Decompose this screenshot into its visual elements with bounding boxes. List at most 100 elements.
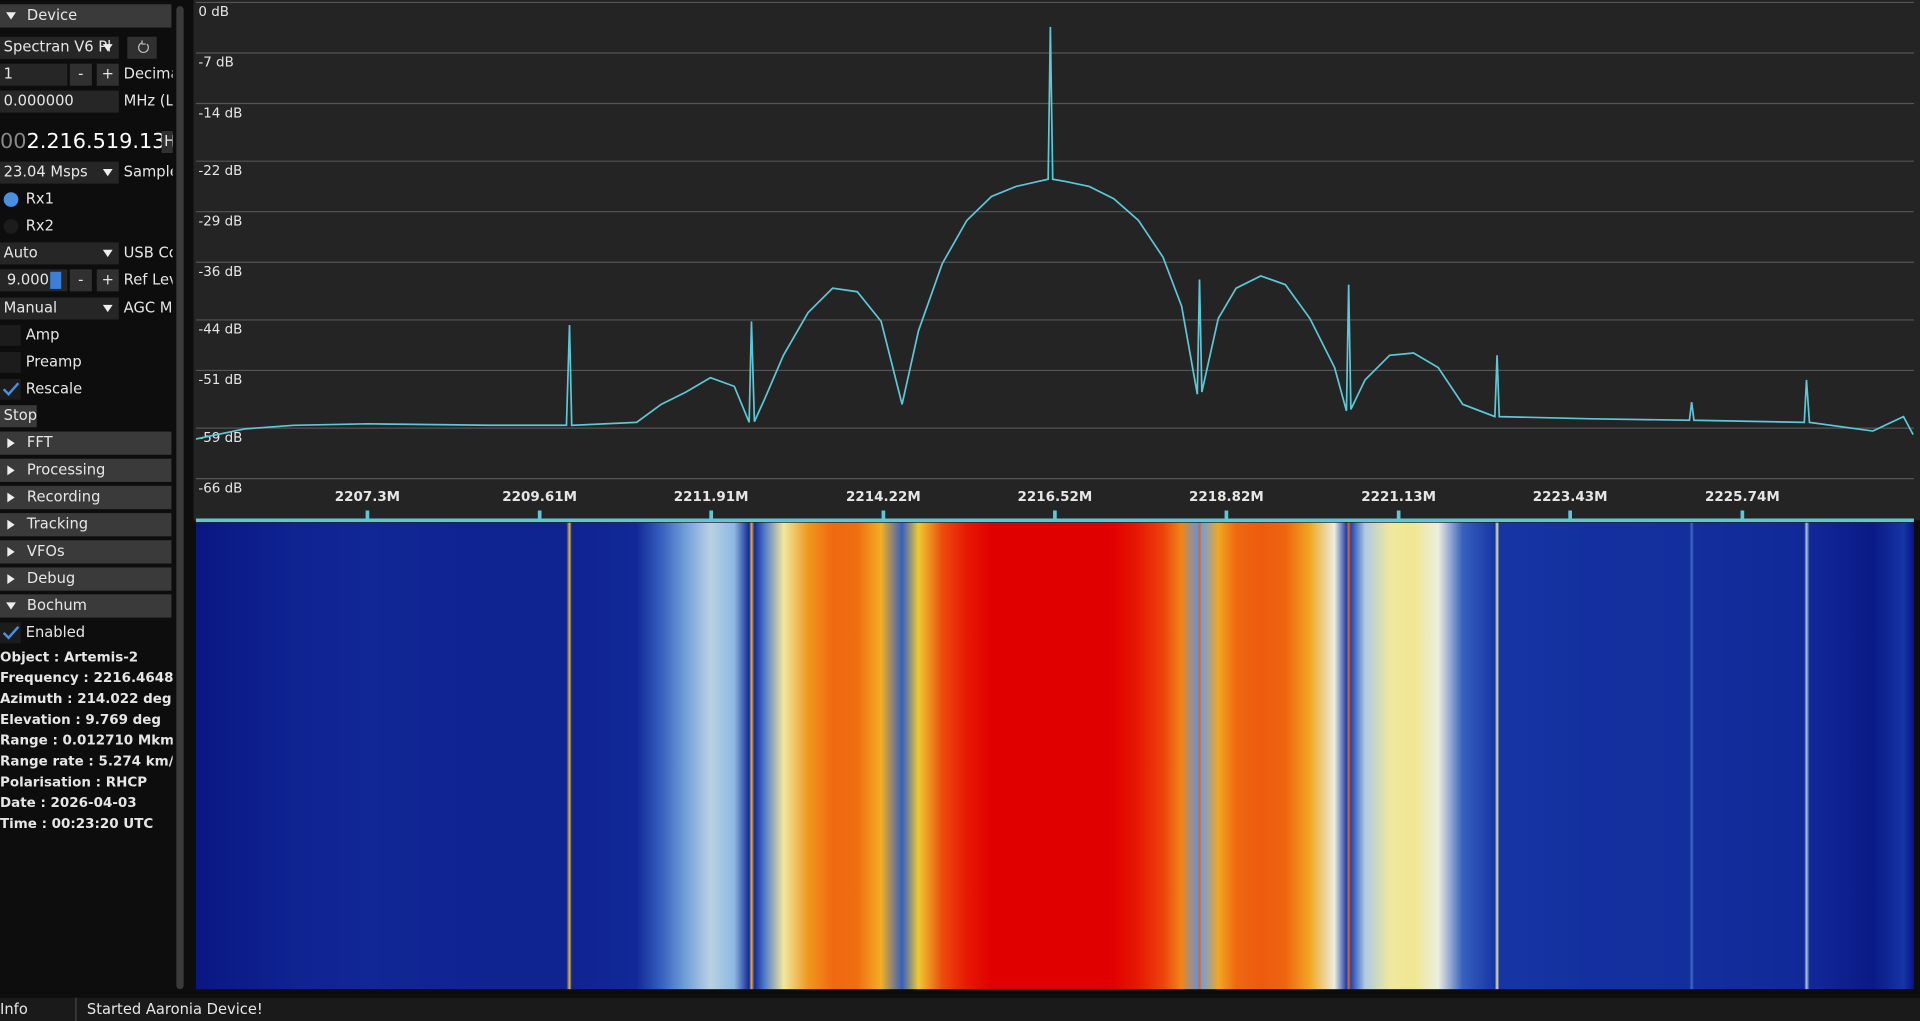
- x-tick-label: 2218.82M: [1189, 490, 1264, 505]
- status-label: Info: [0, 1001, 28, 1018]
- checkbox[interactable]: [0, 378, 21, 400]
- spectrum-trace: [195, 26, 1914, 440]
- section-title: Bochum: [27, 597, 87, 614]
- minus-button[interactable]: [69, 63, 92, 86]
- checkbox[interactable]: [0, 622, 21, 644]
- unit-label: H: [164, 133, 175, 150]
- tracking-info: Elevation : 9.769 deg: [0, 713, 161, 728]
- radio-label: Rx2: [26, 217, 54, 234]
- plus-button[interactable]: [96, 63, 119, 86]
- reset-button[interactable]: [127, 36, 157, 59]
- tracking-info: Frequency : 2216.464881 M: [0, 671, 210, 686]
- checkbox-label: Amp: [26, 326, 60, 343]
- radio[interactable]: [3, 219, 19, 234]
- triangle-icon: [102, 304, 113, 313]
- checkmark: [2, 382, 20, 396]
- radio[interactable]: [3, 192, 19, 207]
- tracking-info: Object : Artemis-2: [0, 650, 138, 665]
- checkbox[interactable]: [0, 351, 21, 373]
- input-value: 0.000000: [4, 93, 74, 110]
- dropdown-value: 23.04 Msps: [4, 164, 88, 181]
- dropdown[interactable]: [0, 36, 119, 59]
- button-label: -: [78, 271, 83, 288]
- dropdown[interactable]: [0, 297, 119, 320]
- stop-button[interactable]: [0, 405, 37, 428]
- section-title: FFT: [27, 434, 54, 451]
- triangle-icon: [7, 519, 15, 530]
- y-tick-label: -7 dB: [198, 56, 233, 71]
- triangle-icon: [6, 12, 16, 20]
- y-tick-label: -14 dB: [198, 106, 242, 121]
- section-header[interactable]: [0, 4, 172, 28]
- y-tick-label: -44 dB: [198, 323, 242, 338]
- x-tick-label: 2211.91M: [674, 490, 749, 505]
- field-label: Decima: [124, 66, 180, 83]
- checkbox-label: Preamp: [26, 353, 82, 370]
- section-title: Device: [27, 7, 77, 24]
- section-title: Tracking: [26, 516, 88, 533]
- tracking-info: Time : 00:23:20 UTC: [0, 817, 153, 832]
- dropdown-value: Manual: [4, 300, 57, 317]
- section-header[interactable]: [0, 431, 172, 455]
- x-tick-label: 2223.43M: [1533, 490, 1608, 505]
- y-tick-label: -51 dB: [198, 373, 242, 388]
- x-tick-label: 2207.3M: [335, 490, 400, 505]
- frequency-display[interactable]: 002.216.519.139: [0, 129, 179, 153]
- section-header[interactable]: [0, 513, 172, 537]
- status-message: Started Aaronia Device!: [87, 1001, 263, 1018]
- tracking-info: Azimuth : 214.022 deg: [0, 692, 172, 707]
- x-tick-label: 2221.13M: [1361, 490, 1436, 505]
- input[interactable]: [0, 90, 119, 113]
- minus-button[interactable]: [69, 269, 92, 292]
- spectrum-panel: [193, 0, 1920, 521]
- section-header[interactable]: [0, 540, 172, 564]
- frequency-dim: 00: [0, 129, 26, 153]
- y-tick-label: -36 dB: [198, 265, 242, 280]
- frequency-main: 2.216.519.139: [26, 129, 178, 153]
- plus-button[interactable]: [96, 269, 119, 292]
- section-title: VFOs: [27, 543, 65, 560]
- section-header[interactable]: [0, 485, 172, 510]
- checkbox-label: Rescale: [26, 380, 82, 397]
- x-tick-label: 2209.61M: [502, 490, 577, 505]
- button-label: Stop: [4, 407, 37, 424]
- section-header[interactable]: [0, 567, 172, 591]
- x-tick-label: 2225.74M: [1705, 490, 1780, 505]
- triangle-icon: [102, 44, 113, 52]
- x-tick-label: 2216.52M: [1018, 490, 1093, 505]
- scrollbar[interactable]: [176, 6, 184, 990]
- spectrum: 0 dB -7 dB -14 dB -22 dB -29 dB -36 dB -44 dB -…: [195, 1, 1914, 990]
- section-title: Processing: [27, 461, 105, 478]
- triangle-icon: [7, 574, 15, 584]
- dropdown-value: Spectran V6 Pl: [4, 39, 112, 56]
- input[interactable]: [0, 63, 68, 86]
- field-label: MHz (L: [124, 93, 175, 110]
- waterfall-shade: [195, 522, 1914, 990]
- triangle-icon: [7, 492, 15, 503]
- radio-label: Rx1: [26, 191, 54, 208]
- tracking-info: Range : 0.012710 Mkm: [0, 734, 174, 749]
- y-tick-label: 0 dB: [198, 5, 229, 20]
- section-header[interactable]: [0, 458, 172, 482]
- x-tick-label: 2214.22M: [846, 490, 921, 505]
- dropdown[interactable]: [0, 242, 119, 265]
- tracking-info: Range rate : 5.274 km/s: [0, 754, 182, 769]
- field-label: Ref Lev: [124, 271, 178, 288]
- button-label: +: [102, 271, 114, 288]
- tracking-info: Date : 2026-04-03: [0, 796, 137, 811]
- input-value: 1: [4, 66, 13, 83]
- dropdown[interactable]: [0, 161, 119, 184]
- tracking-info: Polarisation : RHCP: [0, 775, 147, 790]
- checkbox[interactable]: [0, 325, 21, 346]
- text-cursor: [50, 271, 62, 289]
- checkbox-label: Enabled: [26, 624, 85, 641]
- section-header[interactable]: [0, 594, 172, 618]
- triangle-icon: [102, 168, 113, 177]
- input-value: 9.000: [7, 271, 49, 288]
- triangle-icon: [7, 465, 15, 476]
- status-bar: [0, 997, 1920, 1021]
- y-tick-label: -22 dB: [198, 164, 242, 179]
- reset-icon: [138, 40, 149, 53]
- unit-button[interactable]: [161, 130, 177, 154]
